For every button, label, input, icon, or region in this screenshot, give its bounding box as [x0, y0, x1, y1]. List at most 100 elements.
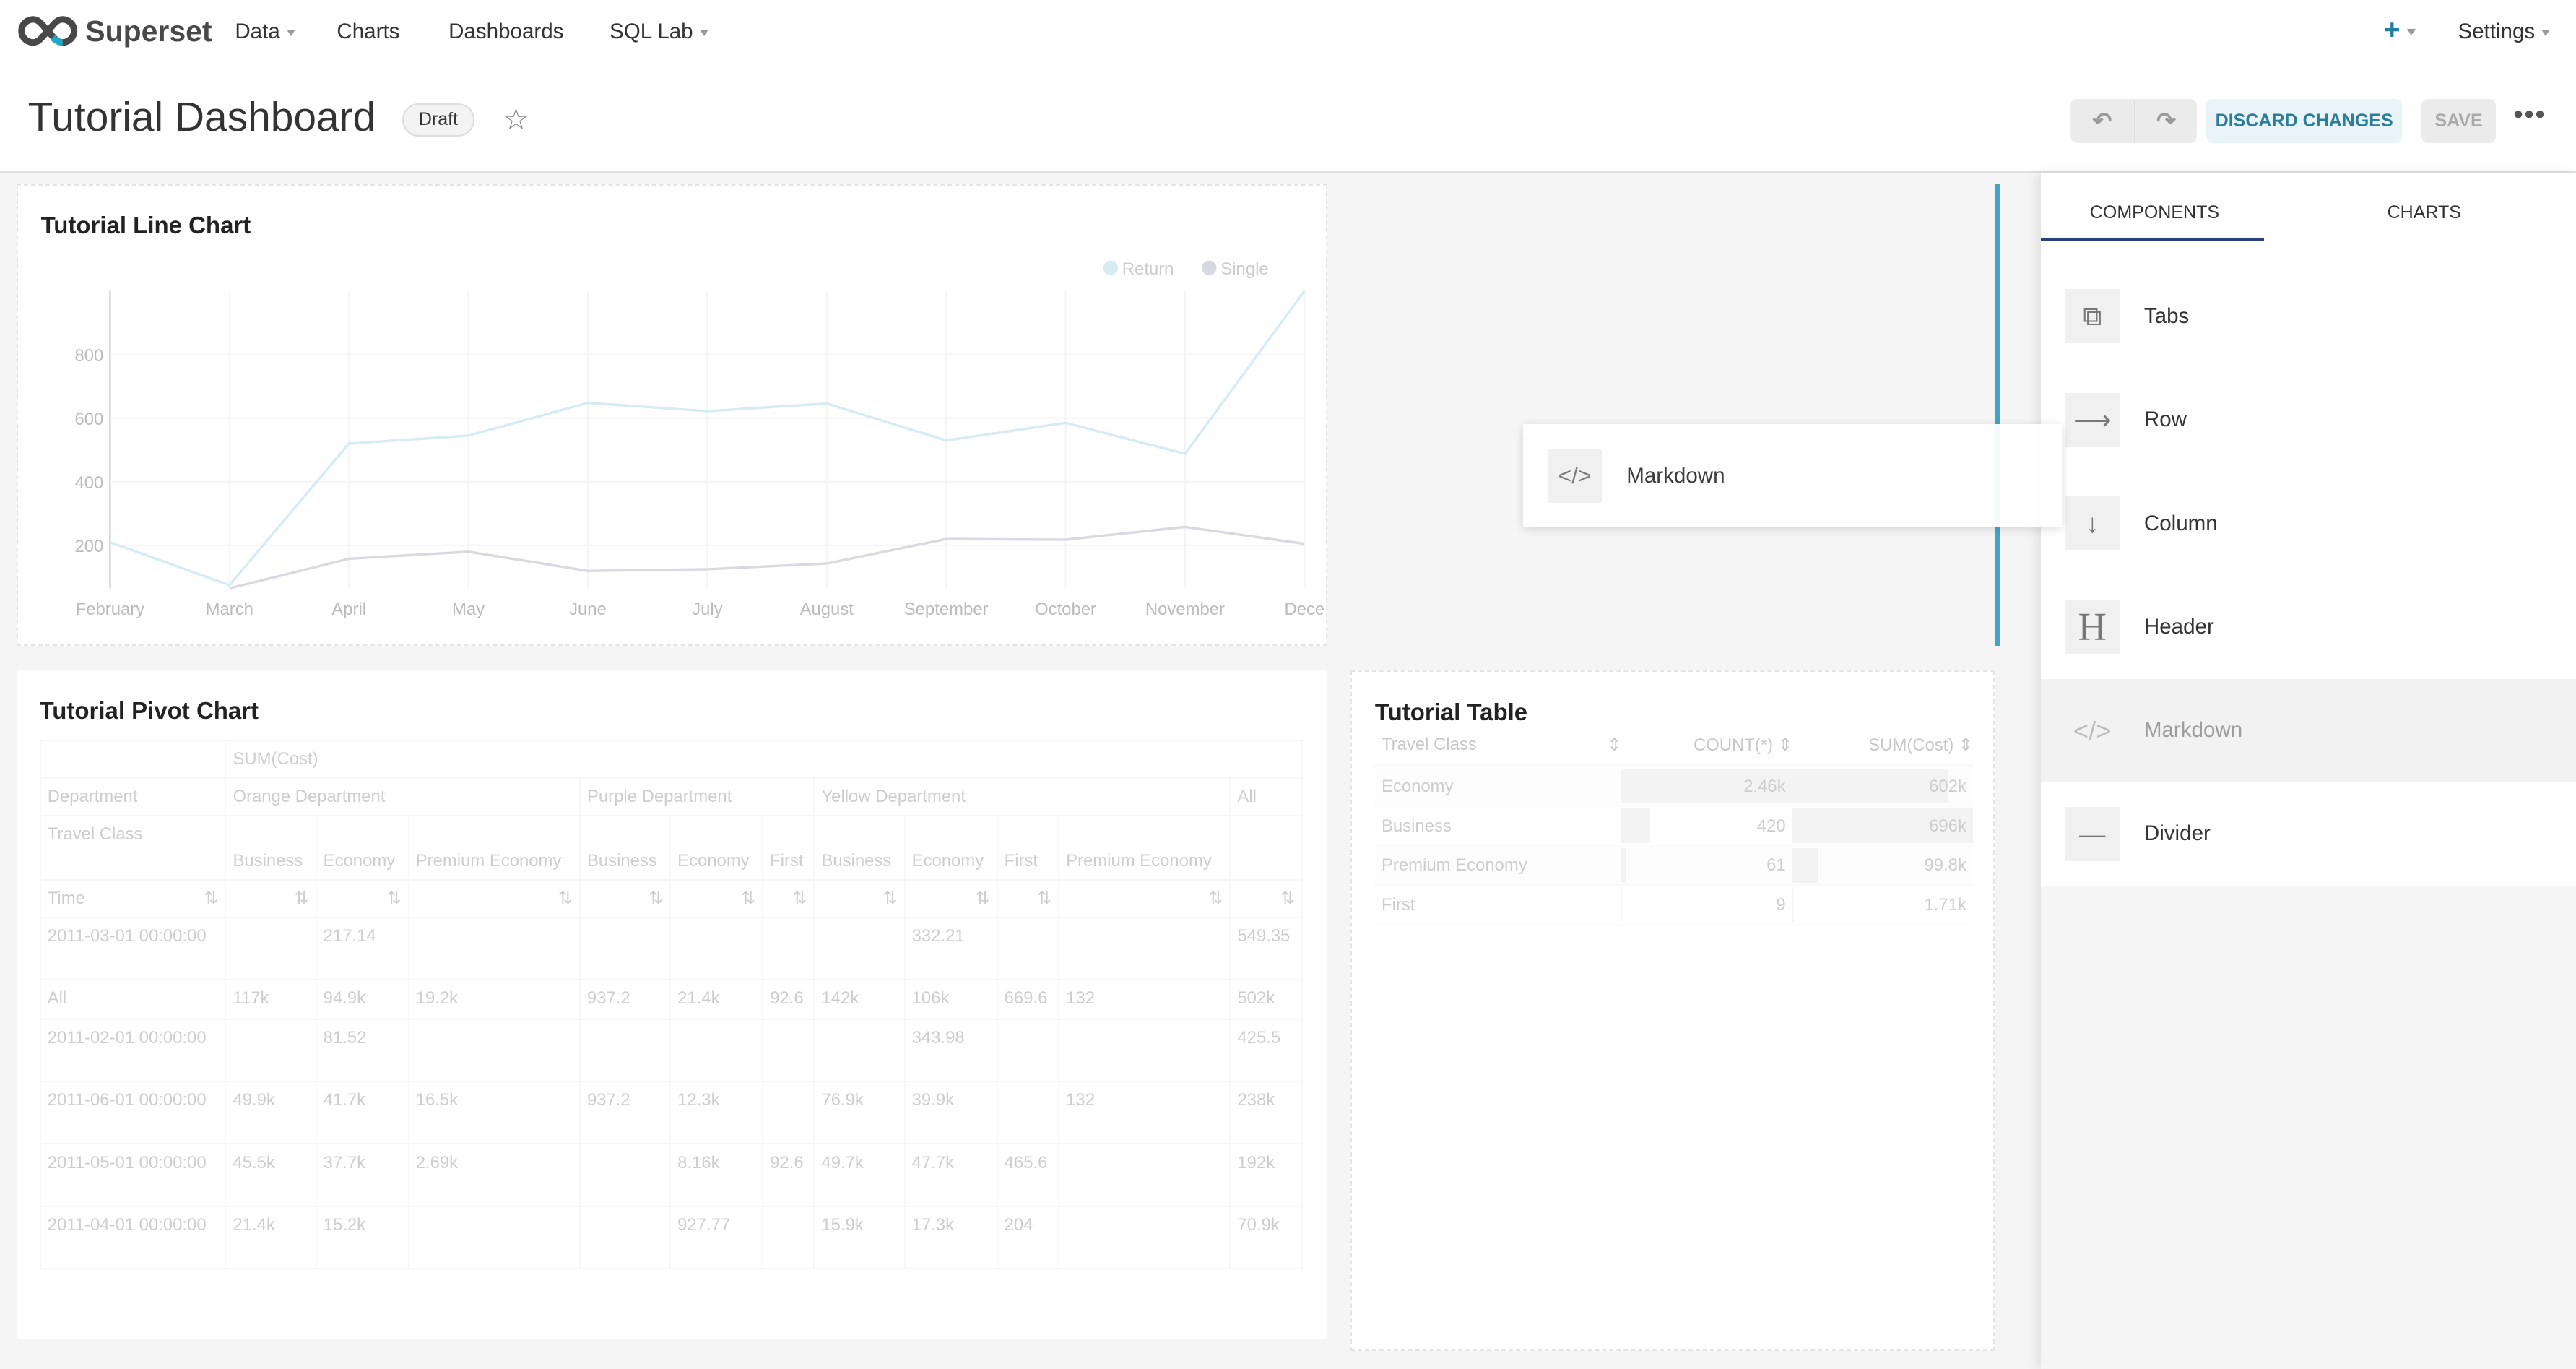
- nav-data[interactable]: Data: [235, 20, 295, 44]
- component-tabs[interactable]: ⧉ Tabs: [2040, 264, 2576, 368]
- cell: 49.7k: [813, 1143, 906, 1207]
- cell: 465.6: [996, 1143, 1060, 1207]
- component-header[interactable]: H Header: [2040, 575, 2576, 679]
- cell: 8.16k: [669, 1143, 764, 1207]
- department-header: Orange Department: [225, 777, 581, 816]
- table-row: 2011-06-01 00:00:00 49.9k 41.7k 16.5k 937.2 1…: [39, 1081, 1304, 1145]
- cell: Economy: [1381, 777, 1454, 797]
- tab-charts[interactable]: CHARTS: [2387, 202, 2461, 223]
- arrow-right-icon: ⟶: [2065, 392, 2120, 447]
- component-label: Header: [2143, 614, 2214, 639]
- sort-icon[interactable]: ⇅: [315, 878, 409, 918]
- table-row: Economy 2.46k 602k: [1374, 767, 1973, 807]
- cell-value: 61: [1766, 855, 1786, 876]
- sort-icon[interactable]: ⇅: [204, 888, 219, 908]
- undo-button[interactable]: ↶: [2070, 98, 2135, 143]
- divider-icon: —: [2065, 807, 2120, 862]
- col-label: SUM(Cost): [1868, 735, 1954, 755]
- nav-sql-lab[interactable]: SQL Lab: [610, 20, 708, 44]
- sort-icon[interactable]: ⇕: [1607, 735, 1622, 755]
- dragging-markdown-ghost[interactable]: </> Markdown: [1522, 423, 2063, 528]
- more-options-icon[interactable]: •••: [2513, 98, 2546, 129]
- redo-button[interactable]: ↷: [2134, 98, 2197, 143]
- nav-data-label: Data: [235, 20, 280, 44]
- class-header: Business: [578, 814, 672, 881]
- dashboard-header: Tutorial Dashboard Draft ☆ ↶ ↷ DISCARD C…: [0, 66, 2576, 173]
- cell: [1058, 1018, 1231, 1083]
- time-label[interactable]: Time ⇅: [39, 878, 227, 918]
- code-icon: </>: [2065, 703, 2120, 758]
- tab-components[interactable]: COMPONENTS: [2089, 202, 2220, 223]
- sort-icon[interactable]: ⇅: [1229, 878, 1304, 918]
- component-column[interactable]: ↓ Column: [2040, 471, 2576, 576]
- col-label: COUNT(*): [1694, 735, 1774, 755]
- sort-icon[interactable]: ⇅: [407, 878, 581, 918]
- sort-icon[interactable]: ⇅: [225, 878, 317, 918]
- table-chart-card[interactable]: Tutorial Table Travel Class ⇕ COUNT(*) ⇕ SU…: [1350, 670, 1995, 1352]
- caret-down-icon: [2406, 28, 2416, 35]
- star-icon[interactable]: ☆: [503, 103, 529, 137]
- cell: [669, 916, 764, 980]
- cell: 332.21: [903, 916, 998, 980]
- nav-charts[interactable]: Charts: [337, 20, 400, 44]
- cell: 217.14: [315, 916, 409, 980]
- sort-icon[interactable]: ⇅: [1058, 878, 1231, 918]
- cell: [578, 916, 672, 980]
- y-tick-label: 600: [74, 410, 103, 429]
- settings-label: Settings: [2458, 20, 2536, 44]
- cell-value: 602k: [1929, 777, 1966, 797]
- arrow-down-icon: ↓: [2065, 496, 2120, 551]
- undo-icon: ↶: [2092, 107, 2112, 134]
- sort-icon[interactable]: ⇕: [1958, 735, 1973, 755]
- component-label: Column: [2143, 511, 2218, 535]
- class-label: Travel Class: [39, 814, 227, 881]
- component-markdown[interactable]: </> Markdown: [2040, 678, 2576, 782]
- component-row[interactable]: ⟶ Row: [2040, 368, 2576, 472]
- table-header: Travel Class ⇕ COUNT(*) ⇕ SUM(Cost) ⇕: [1374, 735, 1973, 768]
- settings-menu[interactable]: Settings: [2458, 20, 2551, 44]
- cell: 1.71k: [1792, 886, 1973, 924]
- x-tick-label: October: [1035, 600, 1096, 619]
- pivot-chart-card[interactable]: Tutorial Pivot Chart SUM(Cost) Department…: [16, 670, 1328, 1340]
- save-button[interactable]: SAVE: [2421, 98, 2496, 143]
- new-plus-button[interactable]: +: [2384, 14, 2416, 46]
- sort-icon[interactable]: ⇅: [669, 878, 764, 918]
- dashboard-title[interactable]: Tutorial Dashboard: [27, 94, 376, 140]
- cell: 70.9k: [1229, 1205, 1304, 1270]
- table-row: Business 420 696k: [1374, 806, 1973, 847]
- component-divider[interactable]: — Divider: [2040, 782, 2576, 886]
- cell-bar: [1792, 847, 1818, 883]
- sort-icon[interactable]: ⇅: [903, 878, 998, 918]
- sort-icon[interactable]: ⇅: [578, 878, 672, 918]
- col-travel-class[interactable]: Travel Class ⇕: [1375, 735, 1621, 765]
- cell: 45.5k: [225, 1143, 317, 1207]
- row-header: 2011-02-01 00:00:00: [39, 1018, 227, 1083]
- cell: 142k: [813, 978, 906, 1020]
- nav-dashboards[interactable]: Dashboards: [448, 20, 564, 44]
- row-header: All: [39, 978, 227, 1020]
- cell-bar: [1792, 808, 1973, 844]
- cell: [996, 1081, 1060, 1145]
- cell-bar: [1621, 769, 1792, 804]
- component-label: Markdown: [2143, 718, 2243, 743]
- cell-bar: [1621, 847, 1626, 883]
- brand-name[interactable]: Superset: [85, 14, 212, 48]
- cell: 81.52: [315, 1018, 409, 1083]
- sort-icon[interactable]: ⇅: [762, 878, 815, 918]
- col-count[interactable]: COUNT(*) ⇕: [1621, 735, 1792, 765]
- col-sum[interactable]: SUM(Cost) ⇕: [1792, 735, 1973, 765]
- department-header: All: [1229, 777, 1304, 816]
- col-label: Travel Class: [1381, 734, 1477, 754]
- sort-icon[interactable]: ⇅: [996, 878, 1060, 918]
- cell: 937.2: [578, 978, 672, 1020]
- metric-header: SUM(Cost): [225, 739, 1304, 779]
- sort-icon[interactable]: ⇅: [813, 878, 906, 918]
- line-chart-card[interactable]: Tutorial Line Chart February March April Ma…: [16, 183, 1328, 647]
- superset-logo[interactable]: [17, 14, 79, 54]
- discard-changes-button[interactable]: DISCARD CHANGES: [2206, 98, 2403, 143]
- dept-label: Department: [39, 777, 227, 816]
- cell: 49.9k: [225, 1081, 317, 1145]
- component-label: Divider: [2143, 821, 2211, 846]
- x-tick-label: February: [75, 600, 144, 619]
- sort-icon[interactable]: ⇕: [1777, 735, 1792, 755]
